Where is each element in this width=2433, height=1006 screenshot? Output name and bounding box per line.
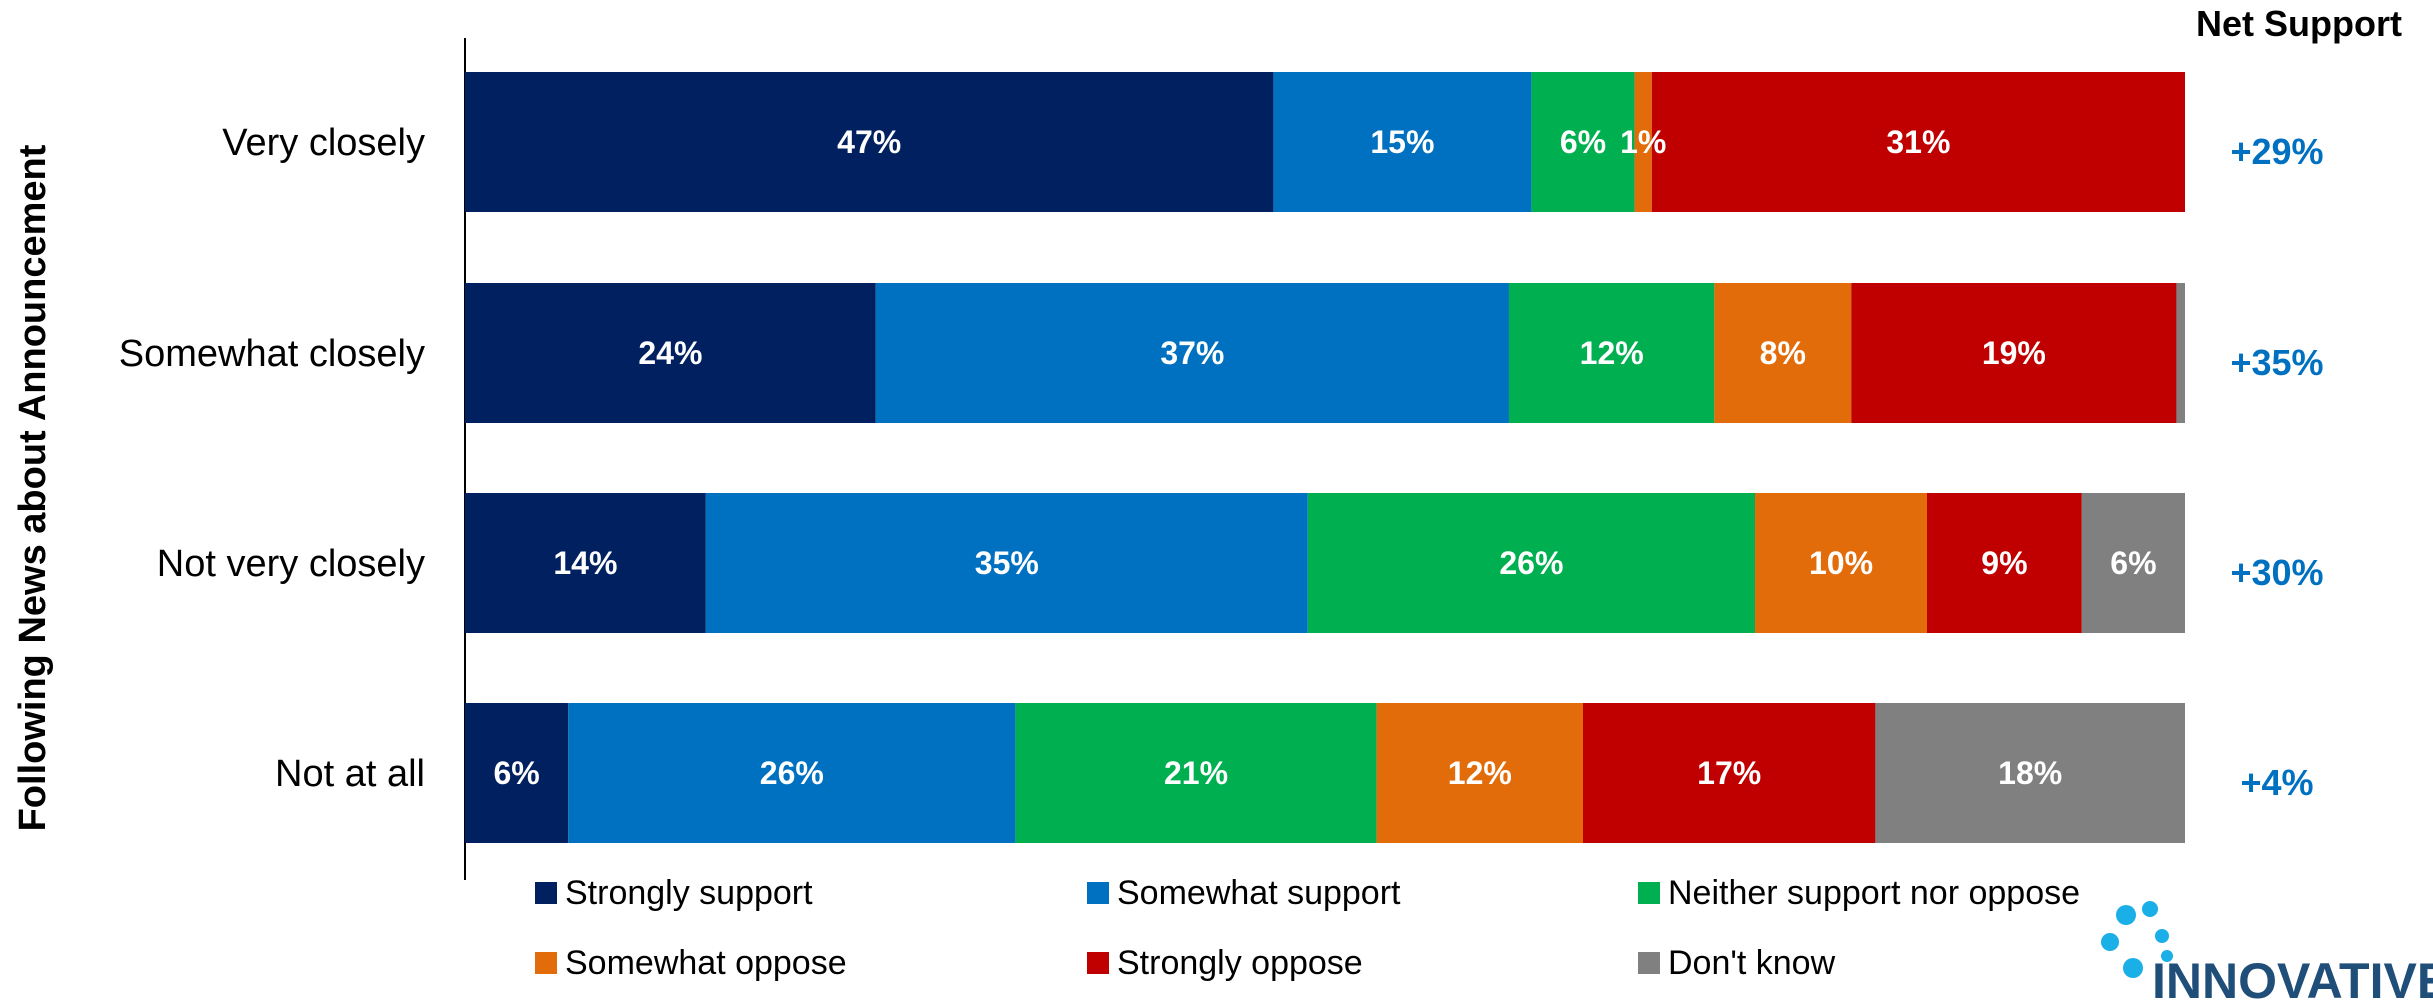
bar-segment-somewhat-oppose-very-closely [1634,72,1652,212]
bar-segment-somewhat-support-not-very-closely [705,493,1308,633]
legend-swatch-somewhat-oppose [535,952,557,974]
data-label-strongly-support-not-very-closely: 14% [553,545,617,581]
data-label-somewhat-oppose-not-very-closely: 10% [1809,545,1873,581]
data-label-strongly-support-very-closely: 47% [837,124,901,160]
legend-label-somewhat-oppose: Somewhat oppose [565,944,847,982]
data-label-strongly-oppose-somewhat-closely: 19% [1982,335,2046,371]
logo-dot-icon [2142,901,2158,917]
logo-dot-icon [2116,905,2136,925]
data-label-neither-support-nor-oppose-somewhat-closely: 12% [1580,335,1644,371]
net-support-value-very-closely: +29% [2230,131,2323,172]
data-label-neither-support-nor-oppose-very-closely: 6% [1560,124,1606,160]
bar-segment-strongly-oppose-not-at-all [1583,703,1876,843]
bar-segment-strongly-support-not-at-all [465,703,569,843]
net-support-value-not-very-closely: +30% [2230,552,2323,593]
bar-segment-somewhat-oppose-somewhat-closely [1714,283,1852,423]
bar-segment-strongly-oppose-somewhat-closely [1851,283,2177,423]
innovative-logo: INNOVATIVE [2101,901,2433,1006]
bar-segment-don-t-know-not-very-closely [2081,493,2185,633]
legend-label-strongly-oppose: Strongly oppose [1117,944,1363,982]
legend-swatch-don-t-know [1638,952,1660,974]
data-label-don-t-know-not-at-all: 18% [1998,755,2062,791]
bar-segment-strongly-oppose-very-closely [1651,72,2185,212]
legend-swatch-neither-support-nor-oppose [1638,882,1660,904]
legend-item-neither-support-nor-oppose: Neither support nor oppose [1638,874,2080,912]
data-label-somewhat-oppose-somewhat-closely: 8% [1760,335,1806,371]
bar-segment-neither-support-nor-oppose-very-closely [1531,72,1635,212]
legend-item-somewhat-support: Somewhat support [1087,874,1401,912]
legend-label-somewhat-support: Somewhat support [1117,874,1401,912]
data-label-strongly-oppose-not-at-all: 17% [1697,755,1761,791]
data-label-neither-support-nor-oppose-not-very-closely: 26% [1499,545,1563,581]
bar-segment-neither-support-nor-oppose-somewhat-closely [1508,283,1715,423]
data-label-somewhat-support-not-very-closely: 35% [975,545,1039,581]
legend-label-strongly-support: Strongly support [565,874,813,912]
legend-item-somewhat-oppose: Somewhat oppose [535,944,847,982]
legend-label-don-t-know: Don't know [1668,944,1836,982]
bar-segment-strongly-support-not-very-closely [465,493,706,633]
category-label-not-at-all: Not at all [275,753,425,795]
logo-text: INNOVATIVE [2152,953,2433,1001]
bar-segment-somewhat-oppose-not-at-all [1376,703,1583,843]
net-support-value-not-at-all: +4% [2240,762,2313,803]
bar-segment-somewhat-oppose-not-very-closely [1755,493,1927,633]
data-label-don-t-know-not-very-closely: 6% [2110,545,2156,581]
data-label-neither-support-nor-oppose-not-at-all: 21% [1164,755,1228,791]
bar-segment-neither-support-nor-oppose-not-at-all [1015,703,1377,843]
legend-item-strongly-oppose: Strongly oppose [1087,944,1363,982]
legend-swatch-strongly-support [535,882,557,904]
data-label-somewhat-support-not-at-all: 26% [760,755,824,791]
bar-segment-strongly-oppose-not-very-closely [1927,493,2082,633]
legend-item-don-t-know: Don't know [1638,944,1836,982]
bar-segment-don-t-know-not-at-all [1875,703,2185,843]
category-label-not-very-closely: Not very closely [157,543,425,585]
data-label-strongly-support-somewhat-closely: 24% [638,335,702,371]
logo-dot-icon [2161,950,2173,962]
bar-segment-neither-support-nor-oppose-not-very-closely [1307,493,1755,633]
legend-item-strongly-support: Strongly support [535,874,813,912]
data-label-strongly-oppose-not-very-closely: 9% [1981,545,2027,581]
logo-dot-icon [2101,933,2119,951]
data-label-strongly-support-not-at-all: 6% [493,755,539,791]
data-label-somewhat-support-somewhat-closely: 37% [1160,335,1224,371]
legend-swatch-somewhat-support [1087,882,1109,904]
data-label-somewhat-oppose-not-at-all: 12% [1448,755,1512,791]
legend-swatch-strongly-oppose [1087,952,1109,974]
bar-segment-somewhat-support-not-at-all [568,703,1016,843]
legend-label-neither-support-nor-oppose: Neither support nor oppose [1668,874,2080,912]
category-label-somewhat-closely: Somewhat closely [119,333,425,375]
data-label-somewhat-oppose-very-closely: 1% [1620,124,1666,160]
data-label-strongly-oppose-very-closely: 31% [1886,124,1950,160]
bar-segment-somewhat-support-somewhat-closely [875,283,1509,423]
net-support-header: Net Support [2196,3,2402,44]
logo-dot-icon [2123,958,2143,978]
y-axis-title: Following News about Announcement [12,144,54,831]
bar-segment-don-t-know-somewhat-closely [2176,283,2185,423]
bar-segment-somewhat-support-very-closely [1273,72,1532,212]
category-label-very-closely: Very closely [222,122,425,164]
data-label-somewhat-support-very-closely: 15% [1370,124,1434,160]
logo-dot-icon [2155,929,2169,943]
bar-segment-strongly-support-very-closely [465,72,1274,212]
bar-segment-strongly-support-somewhat-closely [465,283,876,423]
net-support-value-somewhat-closely: +35% [2230,342,2323,383]
